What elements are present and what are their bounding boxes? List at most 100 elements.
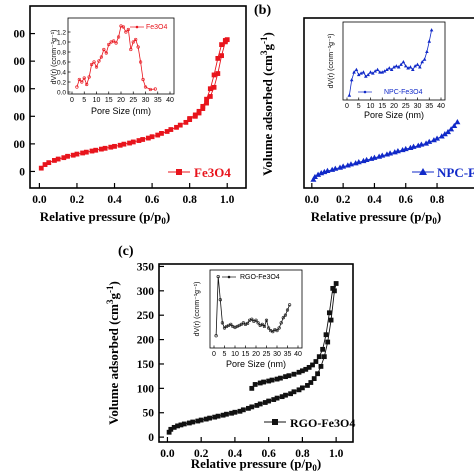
data-point [38,165,44,171]
data-point [240,407,246,413]
data-point [426,138,433,144]
data-point [266,398,272,404]
data-point [299,368,305,374]
data-point [237,408,243,414]
inset-data-point [406,66,410,70]
data-point [229,410,234,416]
data-point [402,145,409,152]
data-point [257,401,263,407]
data-point [355,159,362,165]
data-point [441,131,448,137]
x-tick-label: 0.2 [336,194,351,206]
data-point [204,100,209,106]
data-point [207,94,213,99]
data-point [178,422,184,428]
data-point [451,122,458,129]
inset-x-tick-label: 20 [117,97,125,104]
inset-data-point [102,47,106,52]
inset-data-point [143,85,148,89]
panel-b-inset-xlabel: Pore Size (nm) [364,110,424,120]
data-point [207,415,213,421]
y-tick-label: 150 [137,359,155,371]
data-point [196,108,202,114]
data-point [168,426,174,432]
data-point [283,374,288,380]
inset-y-tick-label: 0.8 [57,50,66,57]
panel-a-legend-label: Fe3O4 [194,165,231,180]
data-point [311,173,318,180]
data-point [61,155,67,161]
inset-data-point [82,76,86,80]
inset-data-point [364,74,368,78]
data-point [296,387,302,393]
inset-data-point [153,87,157,91]
data-point [303,366,309,372]
data-point [454,118,461,125]
inset-data-point [254,318,258,322]
inset-data-point [264,318,269,322]
data-point [168,127,174,132]
panel-c-inset-legend: RGO-Fe3O4 [240,274,280,281]
data-point [195,418,201,424]
inset-x-tick-label: 15 [378,103,386,110]
inset-data-point [260,322,264,327]
data-point [222,38,228,43]
data-point [332,288,337,294]
data-point [252,382,258,387]
panel-c-plot-frame [158,263,354,443]
inset-data-point [359,71,363,75]
inset-data-point [218,298,222,302]
data-point [232,409,238,415]
data-point [127,140,132,146]
inset-data-point [89,62,94,67]
inset-data-point [277,326,281,330]
panel-b-inset-legend: NPC-Fe3O4 [384,89,423,96]
y-tick-label: 250 [137,310,155,322]
panel-c-inset-ylabel: dV(r) (ccnm⁻¹g⁻¹) [194,282,201,337]
data-point [445,128,451,135]
inset-data-point [97,59,101,63]
inset-x-tick-label: 35 [425,103,433,110]
data-point [83,149,89,155]
inset-data-point [375,67,380,72]
inset-x-tick-label: 30 [414,103,422,110]
data-point [347,161,354,167]
inset-data-point [408,65,413,69]
inset-x-tick-label: 20 [252,351,260,358]
data-point [271,397,277,402]
inset-data-point [124,30,128,34]
panel-b-x-axis-label: Relative pressure (p/p0) [311,209,441,226]
x-tick-label: 0.6 [399,194,414,206]
data-point [149,134,155,140]
inset-series-line [76,25,156,90]
inset-x-tick-label: 30 [142,97,150,104]
data-point [371,154,378,160]
inset-data-point [271,330,275,334]
inset-x-tick-label: 25 [263,351,271,358]
y-tick-label: 00 [14,29,26,41]
inset-data-point [87,75,91,79]
data-point [323,332,329,338]
data-point [410,143,417,149]
data-point [108,144,114,150]
panel-b-legend: NPC-Fe [412,165,474,180]
data-point [65,153,70,159]
inset-y-tick-label: 0.4 [57,70,66,77]
inset-x-tick-label: 0 [345,103,349,110]
data-point [121,141,127,147]
panel-a-inset-ylabel: dV(r) (ccnm⁻¹g⁻¹) [51,30,58,85]
inset-data-point [275,328,279,333]
data-point [315,371,320,377]
panel-a-inset-legend: Fe3O4 [146,24,168,31]
data-point [321,354,327,360]
data-point [363,156,370,163]
inset-data-point [222,326,227,330]
data-point [394,148,401,154]
inset-data-point [413,64,417,68]
data-point [145,135,151,141]
data-point [183,119,189,125]
inset-x-tick-label: 40 [437,103,445,110]
data-point [318,364,324,369]
